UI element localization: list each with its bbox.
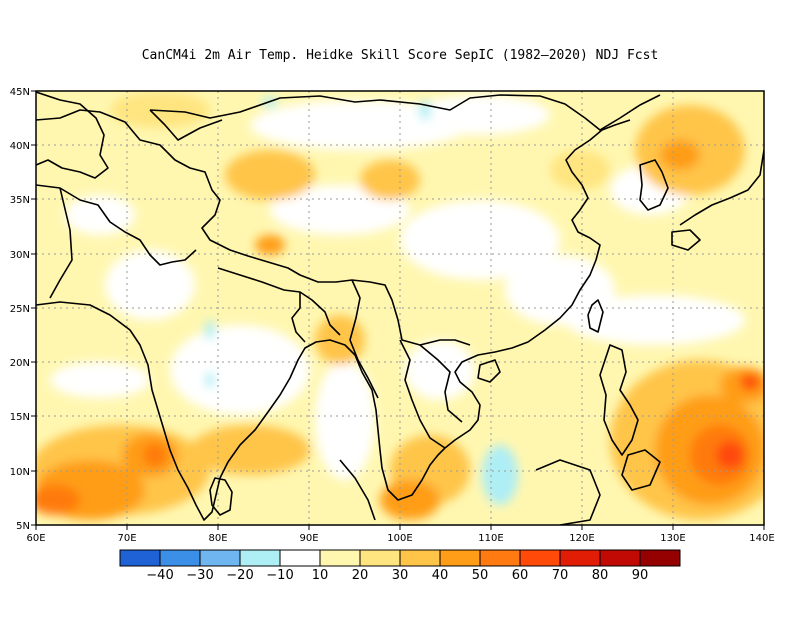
colorbar-swatch <box>239 549 281 567</box>
colorbar-label: −20 <box>226 568 253 583</box>
colorbar-swatch <box>439 549 481 567</box>
lat-tick-labels: 5N 10N 15N 20N 25N 30N 35N 40N 45N <box>10 87 30 532</box>
lat-tick-label: 45N <box>10 87 30 98</box>
colorbar-label: 90 <box>632 568 649 583</box>
lon-tick-label: 90E <box>299 533 318 544</box>
lat-tick-label: 30N <box>10 250 30 261</box>
coastlines <box>36 91 764 525</box>
lat-tick-label: 40N <box>10 141 30 152</box>
lat-tick-label: 5N <box>16 521 30 532</box>
lon-tick-label: 120E <box>569 533 594 544</box>
colorbar <box>119 549 681 567</box>
lon-tick-labels: 60E 70E 80E 90E 100E 110E 120E 130E 140E <box>26 533 774 544</box>
colorbar-label: 10 <box>312 568 329 583</box>
lon-tick-label: 60E <box>26 533 45 544</box>
colorbar-swatch <box>639 549 681 567</box>
lat-tick-label: 20N <box>10 358 30 369</box>
colorbar-labels: −40 −30 −20 −10 10 20 30 40 50 60 70 80 … <box>146 568 648 583</box>
colorbar-label: 20 <box>352 568 369 583</box>
colorbar-label: −30 <box>186 568 213 583</box>
colorbar-label: −40 <box>146 568 173 583</box>
lat-tick-label: 35N <box>10 195 30 206</box>
colorbar-label: 60 <box>512 568 529 583</box>
lon-tick-label: 140E <box>749 533 774 544</box>
colorbar-swatch <box>279 549 321 567</box>
chart-title: CanCM4i 2m Air Temp. Heidke Skill Score … <box>141 48 659 63</box>
lon-tick-label: 100E <box>387 533 412 544</box>
colorbar-swatch <box>559 549 601 567</box>
colorbar-label: 50 <box>472 568 489 583</box>
colorbar-swatch <box>399 549 441 567</box>
lat-tick-label: 15N <box>10 412 30 423</box>
colorbar-swatch <box>199 549 241 567</box>
lat-tick-label: 10N <box>10 467 30 478</box>
colorbar-label: 80 <box>592 568 609 583</box>
colorbar-swatch <box>599 549 641 567</box>
colorbar-label: −10 <box>266 568 293 583</box>
colorbar-swatch <box>479 549 521 567</box>
colorbar-label: 30 <box>392 568 409 583</box>
colorbar-label: 40 <box>432 568 449 583</box>
colorbar-swatch <box>159 549 201 567</box>
axis-ticks <box>31 90 765 530</box>
map-gridlines <box>36 91 764 525</box>
lon-tick-label: 80E <box>208 533 227 544</box>
colorbar-label: 70 <box>552 568 569 583</box>
colorbar-swatch <box>359 549 401 567</box>
lon-tick-label: 130E <box>660 533 685 544</box>
lon-tick-label: 70E <box>117 533 136 544</box>
colorbar-swatch <box>319 549 361 567</box>
colorbar-swatch <box>519 549 561 567</box>
colorbar-swatch <box>119 549 161 567</box>
lon-tick-label: 110E <box>478 533 503 544</box>
lat-tick-label: 25N <box>10 304 30 315</box>
